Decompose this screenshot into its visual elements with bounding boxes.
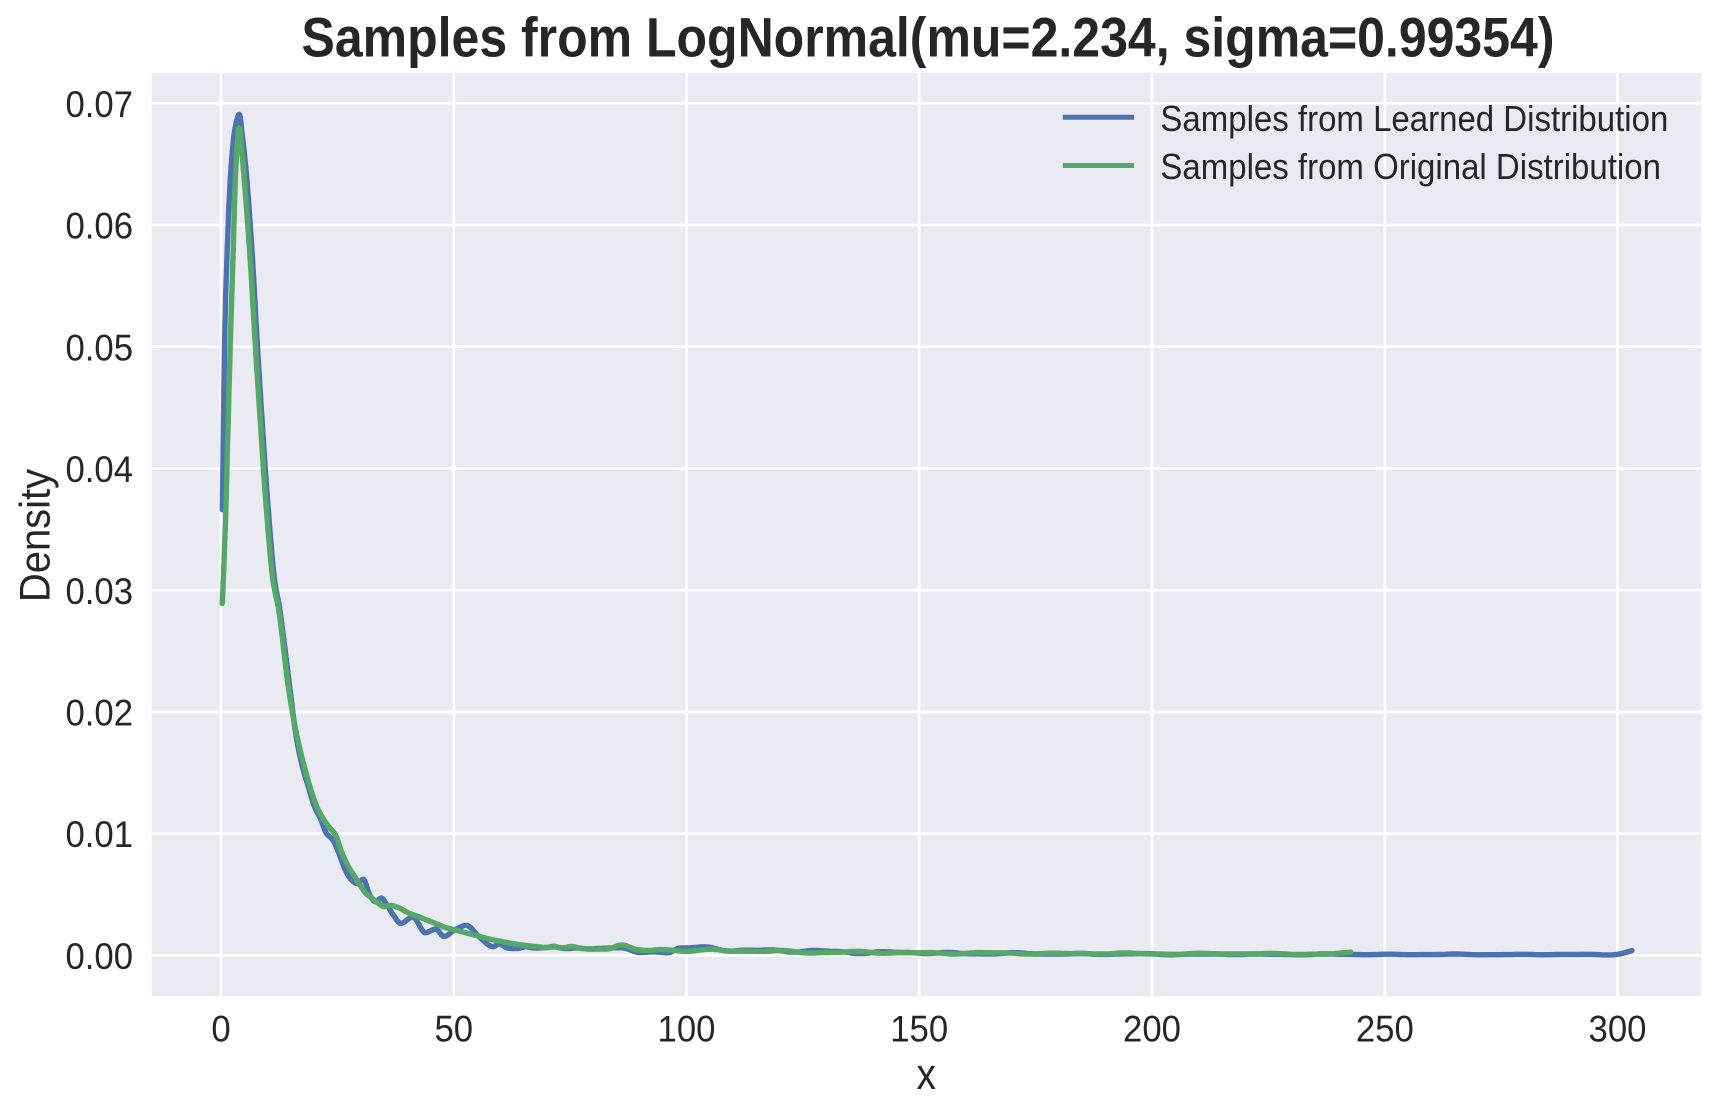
svg-text:0.00: 0.00 (65, 935, 133, 977)
svg-text:Samples from LogNormal(mu=2.23: Samples from LogNormal(mu=2.234, sigma=0… (302, 7, 1555, 69)
svg-text:50: 50 (435, 1007, 474, 1049)
svg-text:x: x (917, 1050, 937, 1098)
svg-text:250: 250 (1356, 1007, 1414, 1049)
svg-text:0.07: 0.07 (65, 83, 133, 125)
svg-text:Density: Density (12, 468, 59, 602)
svg-text:300: 300 (1589, 1007, 1647, 1049)
svg-text:200: 200 (1123, 1007, 1181, 1049)
svg-text:0.03: 0.03 (65, 570, 133, 612)
svg-text:0.02: 0.02 (65, 691, 133, 733)
svg-text:0.06: 0.06 (65, 205, 133, 247)
svg-text:0.04: 0.04 (65, 448, 133, 490)
svg-text:0.01: 0.01 (65, 813, 133, 855)
svg-text:Samples from Learned Distribut: Samples from Learned Distribution (1160, 99, 1668, 139)
svg-text:0: 0 (211, 1007, 230, 1049)
svg-text:100: 100 (658, 1007, 716, 1049)
svg-text:150: 150 (890, 1007, 948, 1049)
svg-text:Samples from Original Distribu: Samples from Original Distribution (1160, 148, 1661, 188)
svg-text:0.05: 0.05 (65, 326, 133, 368)
